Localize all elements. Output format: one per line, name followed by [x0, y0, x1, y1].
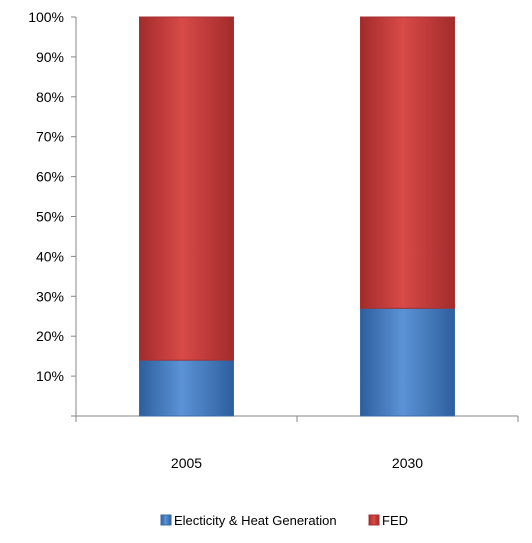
y-tick-label: 80%: [36, 89, 64, 105]
legend-label-electricity-heat: Electicity & Heat Generation: [174, 513, 337, 528]
bar-fed-2030: [360, 16, 455, 309]
y-tick-label: 60%: [36, 169, 64, 185]
legend-swatch-electricity-heat: [160, 514, 172, 526]
y-tick-label: 20%: [36, 328, 64, 344]
labels: 10% 20% 30% 40% 50% 60% 70% 80% 90% 100% 2005 2030: [28, 9, 423, 471]
bars: [139, 16, 455, 417]
y-tick-label: 100%: [28, 9, 64, 25]
y-tick-label: 10%: [36, 368, 64, 384]
y-tick-label: 50%: [36, 209, 64, 225]
legend: Electicity & Heat Generation FED: [160, 513, 408, 528]
y-tick-label: 40%: [36, 248, 64, 264]
x-tick-label: 2030: [392, 455, 423, 471]
legend-swatch-fed: [368, 514, 380, 526]
bar-fed-2005: [139, 16, 234, 361]
x-tick-label: 2005: [171, 455, 202, 471]
y-tick-label: 70%: [36, 129, 64, 145]
legend-label-fed: FED: [382, 513, 408, 528]
y-tick-label: 30%: [36, 288, 64, 304]
bar-electricity-heat-2005: [139, 359, 234, 417]
bar-electricity-heat-2030: [360, 307, 455, 417]
y-tick-label: 90%: [36, 49, 64, 65]
